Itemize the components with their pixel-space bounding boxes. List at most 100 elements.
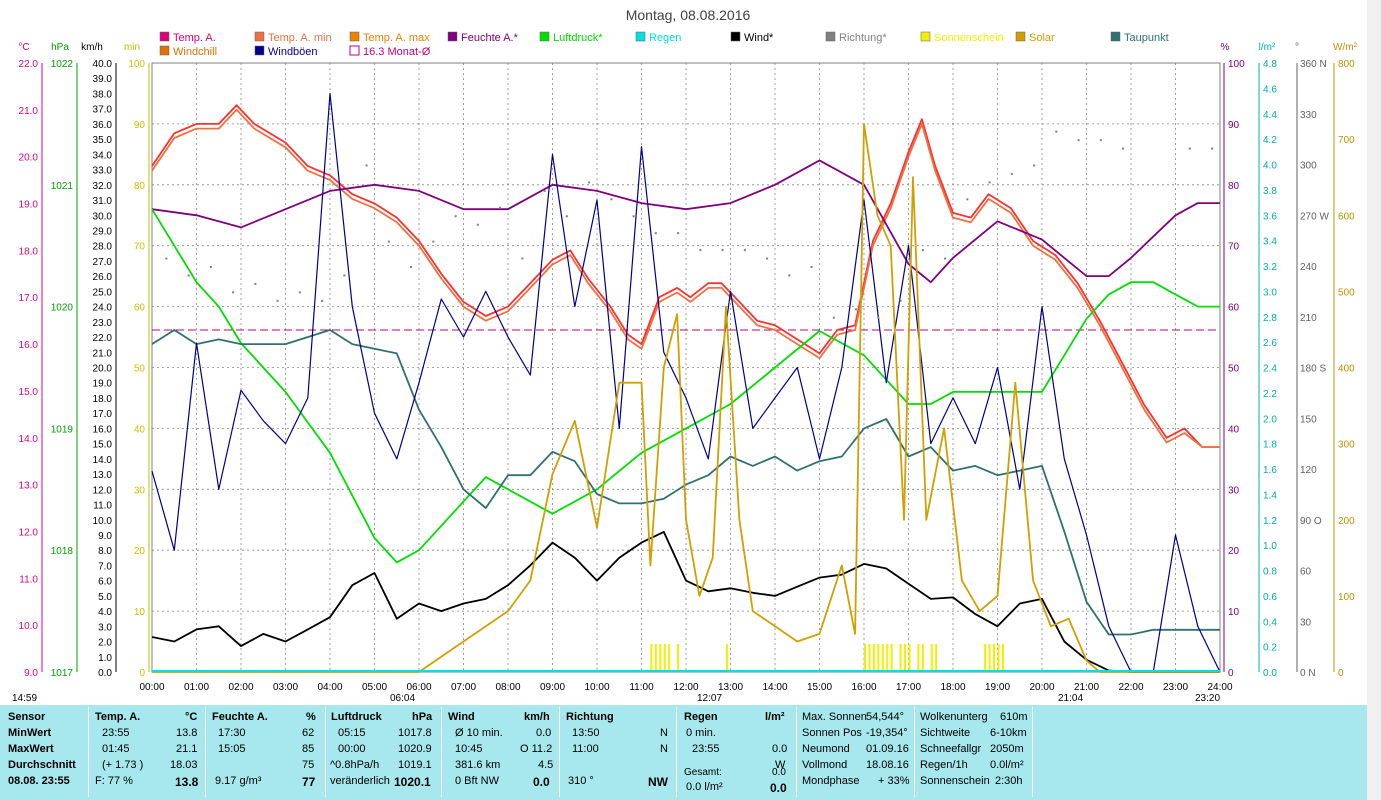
direction-point: [1055, 130, 1058, 133]
direction-point: [988, 181, 991, 184]
press-now-value: 1020.1: [394, 775, 431, 789]
humidity-tick-label: 30: [1228, 485, 1240, 496]
rain-tick-label: 0.0: [1263, 668, 1277, 679]
legend-label: Feuchte A.*: [461, 32, 519, 44]
solar-tick-label: 100: [1338, 592, 1355, 603]
rain-gesamt-label: Gesamt:: [684, 767, 722, 778]
humidity-tick-label: 60: [1228, 303, 1240, 314]
hum-now-value: 77: [302, 775, 316, 789]
sunshine-bar: [877, 644, 880, 672]
legend-swatch: [447, 31, 458, 42]
rain-tick-label: 2.0: [1263, 414, 1277, 425]
wind-tick-label: 8.0: [98, 546, 112, 557]
rain-head: Regen: [684, 711, 718, 723]
sun-tick-label: 90: [134, 120, 146, 131]
wind-max-time: 10:45: [455, 743, 483, 755]
sunshine-bar: [930, 644, 933, 672]
direction-tick-label: 180 S: [1300, 364, 1326, 375]
sun-tick-label: 30: [134, 485, 146, 496]
sun-tick-label: 40: [134, 424, 146, 435]
x-tick-label: 05:00: [362, 682, 387, 693]
direction-point: [610, 198, 613, 201]
direction-tick-label: 90 O: [1300, 516, 1322, 527]
humidity-tick-label: 50: [1228, 364, 1240, 375]
x-tick-label: 09:00: [540, 682, 565, 693]
sun-tick-label: 0: [139, 668, 145, 679]
cloud-3-val: 0.0l/m²: [990, 759, 1024, 771]
legend-label: Wind*: [744, 32, 774, 44]
wind-tick-label: 24.0: [93, 303, 113, 314]
rain-tick-label: 3.6: [1263, 211, 1277, 222]
astro-4-key: Mondphase: [802, 775, 860, 787]
rain-tick-label: 2.2: [1263, 389, 1277, 400]
rain-tick-label: 2.4: [1263, 364, 1277, 375]
direction-point: [1033, 164, 1036, 167]
wind-max-value: O 11.2: [520, 743, 553, 755]
wind-tick-label: 32.0: [93, 181, 113, 192]
press-unit: hPa: [412, 711, 433, 723]
wind-tick-label: 37.0: [93, 105, 113, 116]
x-tick-label: 17:00: [896, 682, 921, 693]
wind-avg-value: 4.5: [538, 759, 554, 771]
legend-label: Richtung*: [839, 32, 887, 44]
x-tick-label: 01:00: [184, 682, 209, 693]
sun-tick-label: 60: [134, 303, 146, 314]
temp-tick-label: 10.0: [19, 621, 39, 632]
direction-point: [1099, 139, 1102, 142]
wind-tick-label: 1.0: [98, 653, 112, 664]
cloud-2-val: 2050m: [990, 743, 1024, 755]
sunshine-bar: [984, 644, 987, 672]
series-line-feuchte-a-: [151, 159, 1220, 284]
wind-tick-label: 2.0: [98, 638, 112, 649]
direction-point: [721, 249, 724, 252]
sunshine-bar: [890, 644, 893, 672]
series-line-temp-a-min: [151, 108, 1220, 449]
sunshine-bar: [917, 644, 920, 672]
x-tick-label: 10:00: [584, 682, 609, 693]
temp-tick-label: 11.0: [19, 574, 38, 585]
temp-tick-label: 17.0: [19, 293, 39, 304]
sensor-label: Sensor: [8, 711, 46, 723]
direction-point: [276, 299, 279, 302]
direction-point: [855, 308, 858, 311]
plot-area: [151, 92, 1221, 673]
wind-tick-label: 36.0: [93, 120, 113, 131]
direction-point: [454, 215, 457, 218]
rain-tick-label: 4.2: [1263, 135, 1277, 146]
astro-4-val: + 33%: [878, 775, 910, 787]
temp-avg-value: 18.03: [170, 759, 198, 771]
dir-now-deg: 310 °: [568, 775, 594, 787]
pressure-tick-label: 1021: [51, 181, 74, 192]
temp-tick-label: 22.0: [19, 59, 39, 70]
temp-now-value: 13.8: [175, 775, 199, 789]
wind-tick-label: 4.0: [98, 607, 112, 618]
unit-label: %: [1221, 42, 1230, 53]
weather-chart: Montag, 08.08.2016 Temp. A. Temp. A. min T…: [12, 7, 1358, 704]
x-tick-label: 07:00: [451, 682, 476, 693]
avg-label: Durchschnitt: [8, 759, 76, 771]
press-min-time: 05:15: [338, 727, 366, 739]
wind-tick-label: 3.0: [98, 622, 112, 633]
rain-tick-label: 1.0: [1263, 541, 1277, 552]
series-line-temp-a-: [151, 104, 1220, 449]
sunshine-bar: [868, 644, 871, 672]
x-tick-label: 02:00: [228, 682, 253, 693]
legend-label: Windböen: [268, 46, 318, 58]
rain-tick-label: 0.2: [1263, 643, 1277, 654]
x-tick-label: 00:00: [139, 682, 164, 693]
sunshine-bar: [921, 644, 924, 672]
legend-label: Windchill: [173, 46, 217, 58]
rain-tick-label: 3.4: [1263, 237, 1277, 248]
direction-point: [788, 274, 791, 277]
sunshine-bar: [726, 644, 729, 672]
cloud-1-key: Sichtweite: [920, 727, 971, 739]
rain-gesamt-value: 0.0: [772, 767, 786, 778]
direction-point: [343, 274, 346, 277]
direction-point: [254, 282, 257, 285]
sun-tick-label: 50: [134, 364, 146, 375]
direction-tick-label: 300: [1300, 161, 1317, 172]
unit-label: °C: [18, 42, 29, 53]
vertical-scrollbar[interactable]: [1367, 0, 1381, 800]
rain-tick-label: 2.6: [1263, 338, 1277, 349]
sun-tick-label: 20: [134, 546, 146, 557]
